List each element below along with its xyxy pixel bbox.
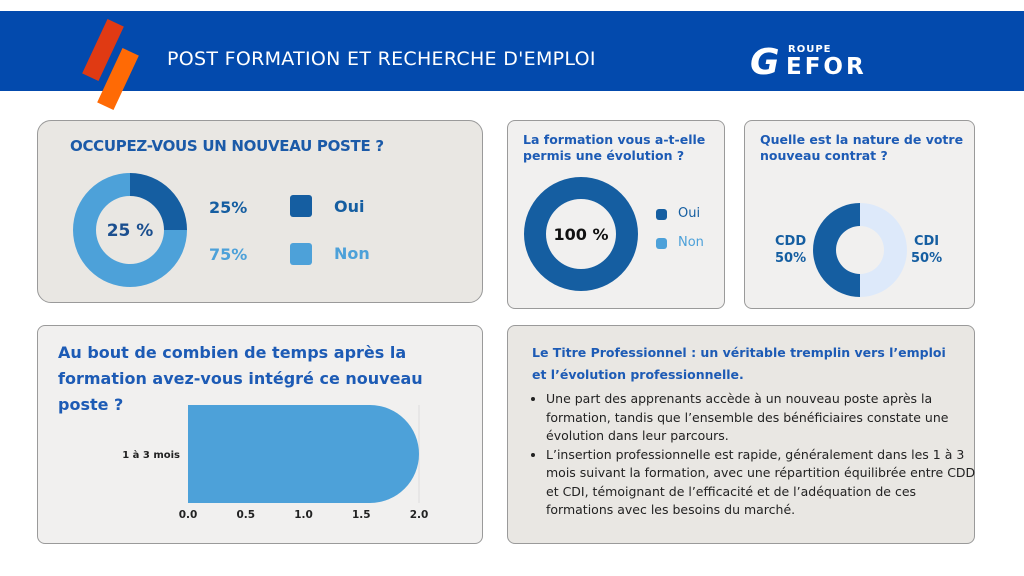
category-label: 1 à 3 mois xyxy=(122,449,180,461)
slice-cdi xyxy=(860,203,907,297)
legend-swatch-oui xyxy=(656,209,667,220)
slice-cdd xyxy=(813,203,860,297)
value-label-oui: 25% xyxy=(209,198,248,217)
legend-label-oui: Oui xyxy=(334,197,365,216)
card-integration-time: Au bout de combien de temps après la for… xyxy=(37,325,483,544)
card-summary: Le Titre Professionnel : un véritable tr… xyxy=(507,325,975,544)
label-cdd-name: CDD xyxy=(775,234,807,249)
summary-bullet: Une part des apprenants accède à un nouv… xyxy=(546,390,986,446)
legend-swatch-non xyxy=(290,243,312,265)
logo-big-text: EFOR xyxy=(786,54,867,80)
donut-center-label: 25 % xyxy=(107,221,154,241)
legend-swatch-non xyxy=(656,238,667,249)
bar-0 xyxy=(188,405,419,503)
donut-chart-contract xyxy=(813,203,907,297)
slice-non xyxy=(73,173,187,287)
summary-bullet: L’insertion professionnelle est rapide, … xyxy=(546,446,986,520)
x-tick-label: 1.5 xyxy=(352,509,371,521)
chart-title: La formation vous a-t-elle permis une év… xyxy=(523,132,706,163)
summary-title: Le Titre Professionnel : un véritable tr… xyxy=(532,345,946,382)
slice-oui xyxy=(524,177,638,291)
x-tick-label: 0.0 xyxy=(179,509,198,521)
bar-chart-integration-time: 1 à 3 mois 0.0 0.5 1.0 1.5 2.0 xyxy=(122,405,429,521)
x-tick-label: 0.5 xyxy=(236,509,255,521)
chart-title: Quelle est la nature de votre nouveau co… xyxy=(760,132,964,163)
header-banner: POST FORMATION ET RECHERCHE D'EMPLOI G R… xyxy=(0,11,1024,110)
logo-initial: G xyxy=(750,42,780,83)
legend-label-oui: Oui xyxy=(678,206,701,221)
logo-small-text: ROUPE xyxy=(788,44,832,55)
value-label-non: 75% xyxy=(209,245,248,264)
card-contract-type: Quelle est la nature de votre nouveau co… xyxy=(744,120,975,309)
donut-chart-new-position: 25 % xyxy=(73,173,187,287)
label-cdi-value: 50% xyxy=(911,251,943,266)
donut-chart-evolution: 100 % xyxy=(524,177,638,291)
legend-label-non: Non xyxy=(334,244,370,263)
card-evolution: La formation vous a-t-elle permis une év… xyxy=(507,120,725,309)
legend-swatch-oui xyxy=(290,195,312,217)
legend-label-non: Non xyxy=(678,235,704,250)
page-title: POST FORMATION ET RECHERCHE D'EMPLOI xyxy=(167,48,596,70)
chart-title: OCCUPEZ-VOUS UN NOUVEAU POSTE ? xyxy=(70,137,384,155)
x-tick-label: 2.0 xyxy=(410,509,429,521)
summary-bullets: Une part des apprenants accède à un nouv… xyxy=(524,390,986,520)
groupe-gefor-logo: G ROUPE EFOR xyxy=(750,41,960,83)
label-cdd-value: 50% xyxy=(775,251,807,266)
label-cdi-name: CDI xyxy=(913,234,940,249)
chart-title: Au bout de combien de temps après la for… xyxy=(58,343,423,414)
slice-oui xyxy=(130,173,187,230)
label-cdd: CDD 50% xyxy=(775,233,806,267)
x-tick-label: 1.0 xyxy=(294,509,313,521)
label-cdi: CDI 50% xyxy=(911,233,942,267)
card-new-position: OCCUPEZ-VOUS UN NOUVEAU POSTE ? 25 % 25%… xyxy=(37,120,483,303)
donut-center-label: 100 % xyxy=(554,225,609,244)
